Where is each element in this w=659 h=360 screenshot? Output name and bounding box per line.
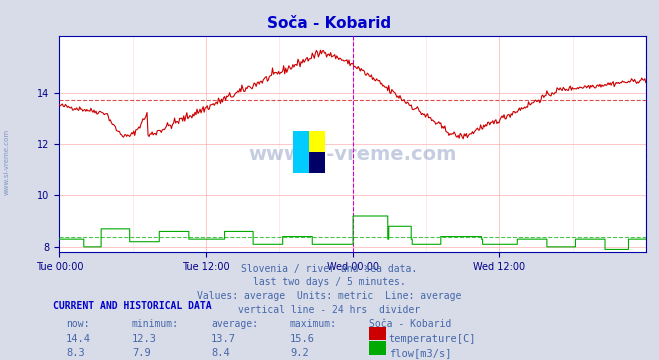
Text: Slovenia / river and sea data.: Slovenia / river and sea data. [241, 264, 418, 274]
Text: Values: average  Units: metric  Line: average: Values: average Units: metric Line: aver… [197, 291, 462, 301]
Text: www.si-vreme.com: www.si-vreme.com [3, 129, 9, 195]
Text: 8.3: 8.3 [66, 348, 84, 358]
Text: www.si-vreme.com: www.si-vreme.com [248, 145, 457, 164]
Bar [293, 131, 309, 173]
Text: average:: average: [211, 319, 258, 329]
Text: minimum:: minimum: [132, 319, 179, 329]
Text: CURRENT AND HISTORICAL DATA: CURRENT AND HISTORICAL DATA [53, 301, 212, 311]
Text: Soča - Kobarid: Soča - Kobarid [268, 16, 391, 31]
Text: 9.2: 9.2 [290, 348, 308, 358]
Bar [309, 131, 325, 152]
Text: flow[m3/s]: flow[m3/s] [389, 348, 451, 358]
Text: 8.4: 8.4 [211, 348, 229, 358]
Text: 12.3: 12.3 [132, 334, 157, 344]
Text: now:: now: [66, 319, 90, 329]
Text: last two days / 5 minutes.: last two days / 5 minutes. [253, 277, 406, 287]
Text: 14.4: 14.4 [66, 334, 91, 344]
Bar [309, 152, 325, 173]
Text: 15.6: 15.6 [290, 334, 315, 344]
Text: maximum:: maximum: [290, 319, 337, 329]
Text: 13.7: 13.7 [211, 334, 236, 344]
Text: vertical line - 24 hrs  divider: vertical line - 24 hrs divider [239, 305, 420, 315]
Text: Soča - Kobarid: Soča - Kobarid [369, 319, 451, 329]
Text: temperature[C]: temperature[C] [389, 334, 476, 344]
Text: 7.9: 7.9 [132, 348, 150, 358]
